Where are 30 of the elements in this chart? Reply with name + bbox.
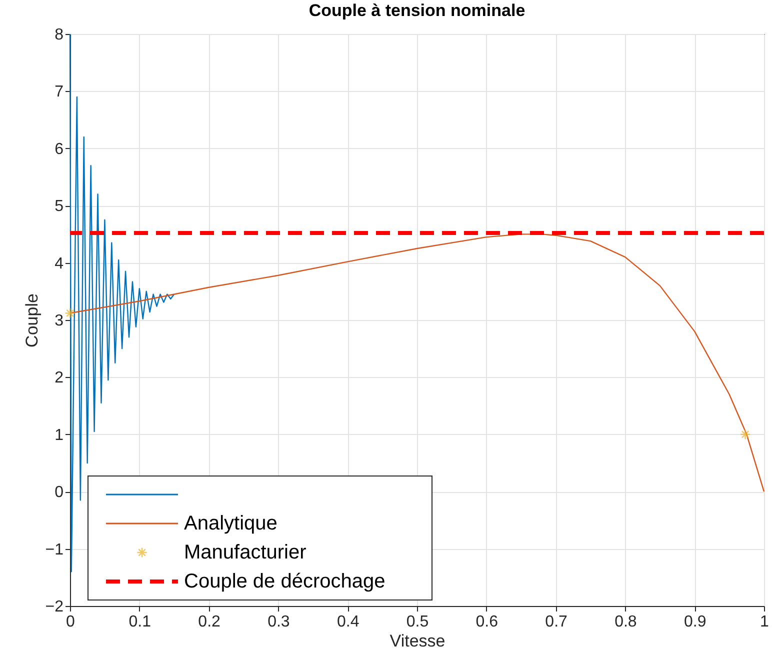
x-tick-label: 0.9: [684, 614, 706, 630]
x-tick-label: 0.6: [476, 614, 498, 630]
y-tick-label: 3: [54, 312, 64, 330]
chart-title: Couple à tension nominale: [308, 1, 526, 20]
y-tick-label: 4: [54, 255, 64, 272]
x-tick-label: 0.2: [198, 614, 221, 630]
legend-label: Couple de décrochage: [184, 570, 386, 592]
x-tick-label: 1: [760, 614, 770, 630]
y-tick-label: −1: [45, 541, 64, 558]
x-tick-label: 0.4: [336, 614, 360, 630]
y-axis-title: Couple: [22, 294, 42, 348]
x-tick-label: 0.7: [545, 614, 568, 630]
line-series: [69, 33, 175, 572]
x-tick-label: 0: [66, 614, 76, 630]
y-tick-label: 7: [54, 84, 64, 101]
y-tick-label: 1: [54, 426, 64, 444]
y-tick-label: 0: [54, 484, 64, 502]
legend-label: Analytique: [184, 512, 278, 534]
legend-label: Manufacturier: [184, 542, 307, 564]
line-series: [69, 234, 765, 492]
x-tick-label: 0.1: [128, 614, 152, 630]
x-axis-title: Vitesse: [390, 632, 446, 650]
y-tick-label: 6: [54, 140, 64, 158]
y-tick-label: 2: [54, 370, 64, 387]
x-tick-label: 0.5: [406, 614, 429, 630]
y-tick-label: −2: [45, 598, 64, 616]
x-tick-label: 0.8: [614, 614, 637, 630]
y-tick-label: 8: [54, 26, 64, 44]
x-tick-label: 0.3: [268, 614, 290, 630]
y-tick-label: 5: [54, 198, 64, 216]
